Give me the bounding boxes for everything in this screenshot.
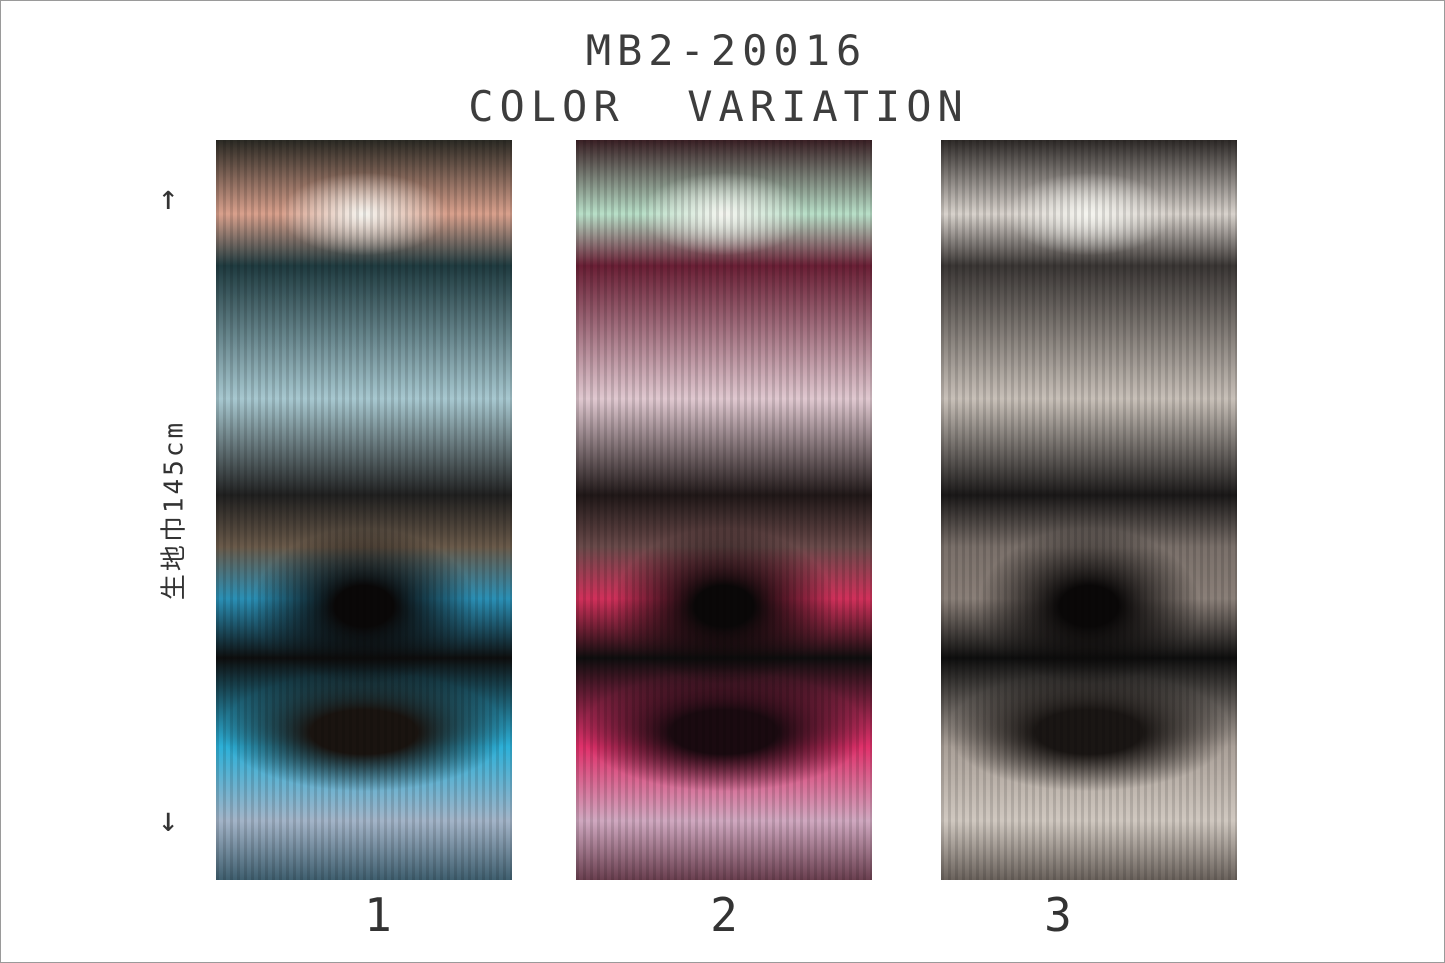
arrow-down-icon: ↓ [158,800,179,840]
variation-number-3: 3 [1044,888,1072,942]
pattern-swatch-3 [941,140,1237,880]
variation-number-2: 2 [710,888,738,942]
pattern-swatch-2 [576,140,872,880]
arrow-up-icon: ↑ [158,178,179,218]
fabric-width-label: 生地巾145cm [159,419,190,601]
color-variation-title: COLOR VARIATION [468,82,969,131]
pattern-swatch-1 [216,140,512,880]
variation-number-1: 1 [364,888,392,942]
product-code-title: MB2-20016 [585,26,868,75]
